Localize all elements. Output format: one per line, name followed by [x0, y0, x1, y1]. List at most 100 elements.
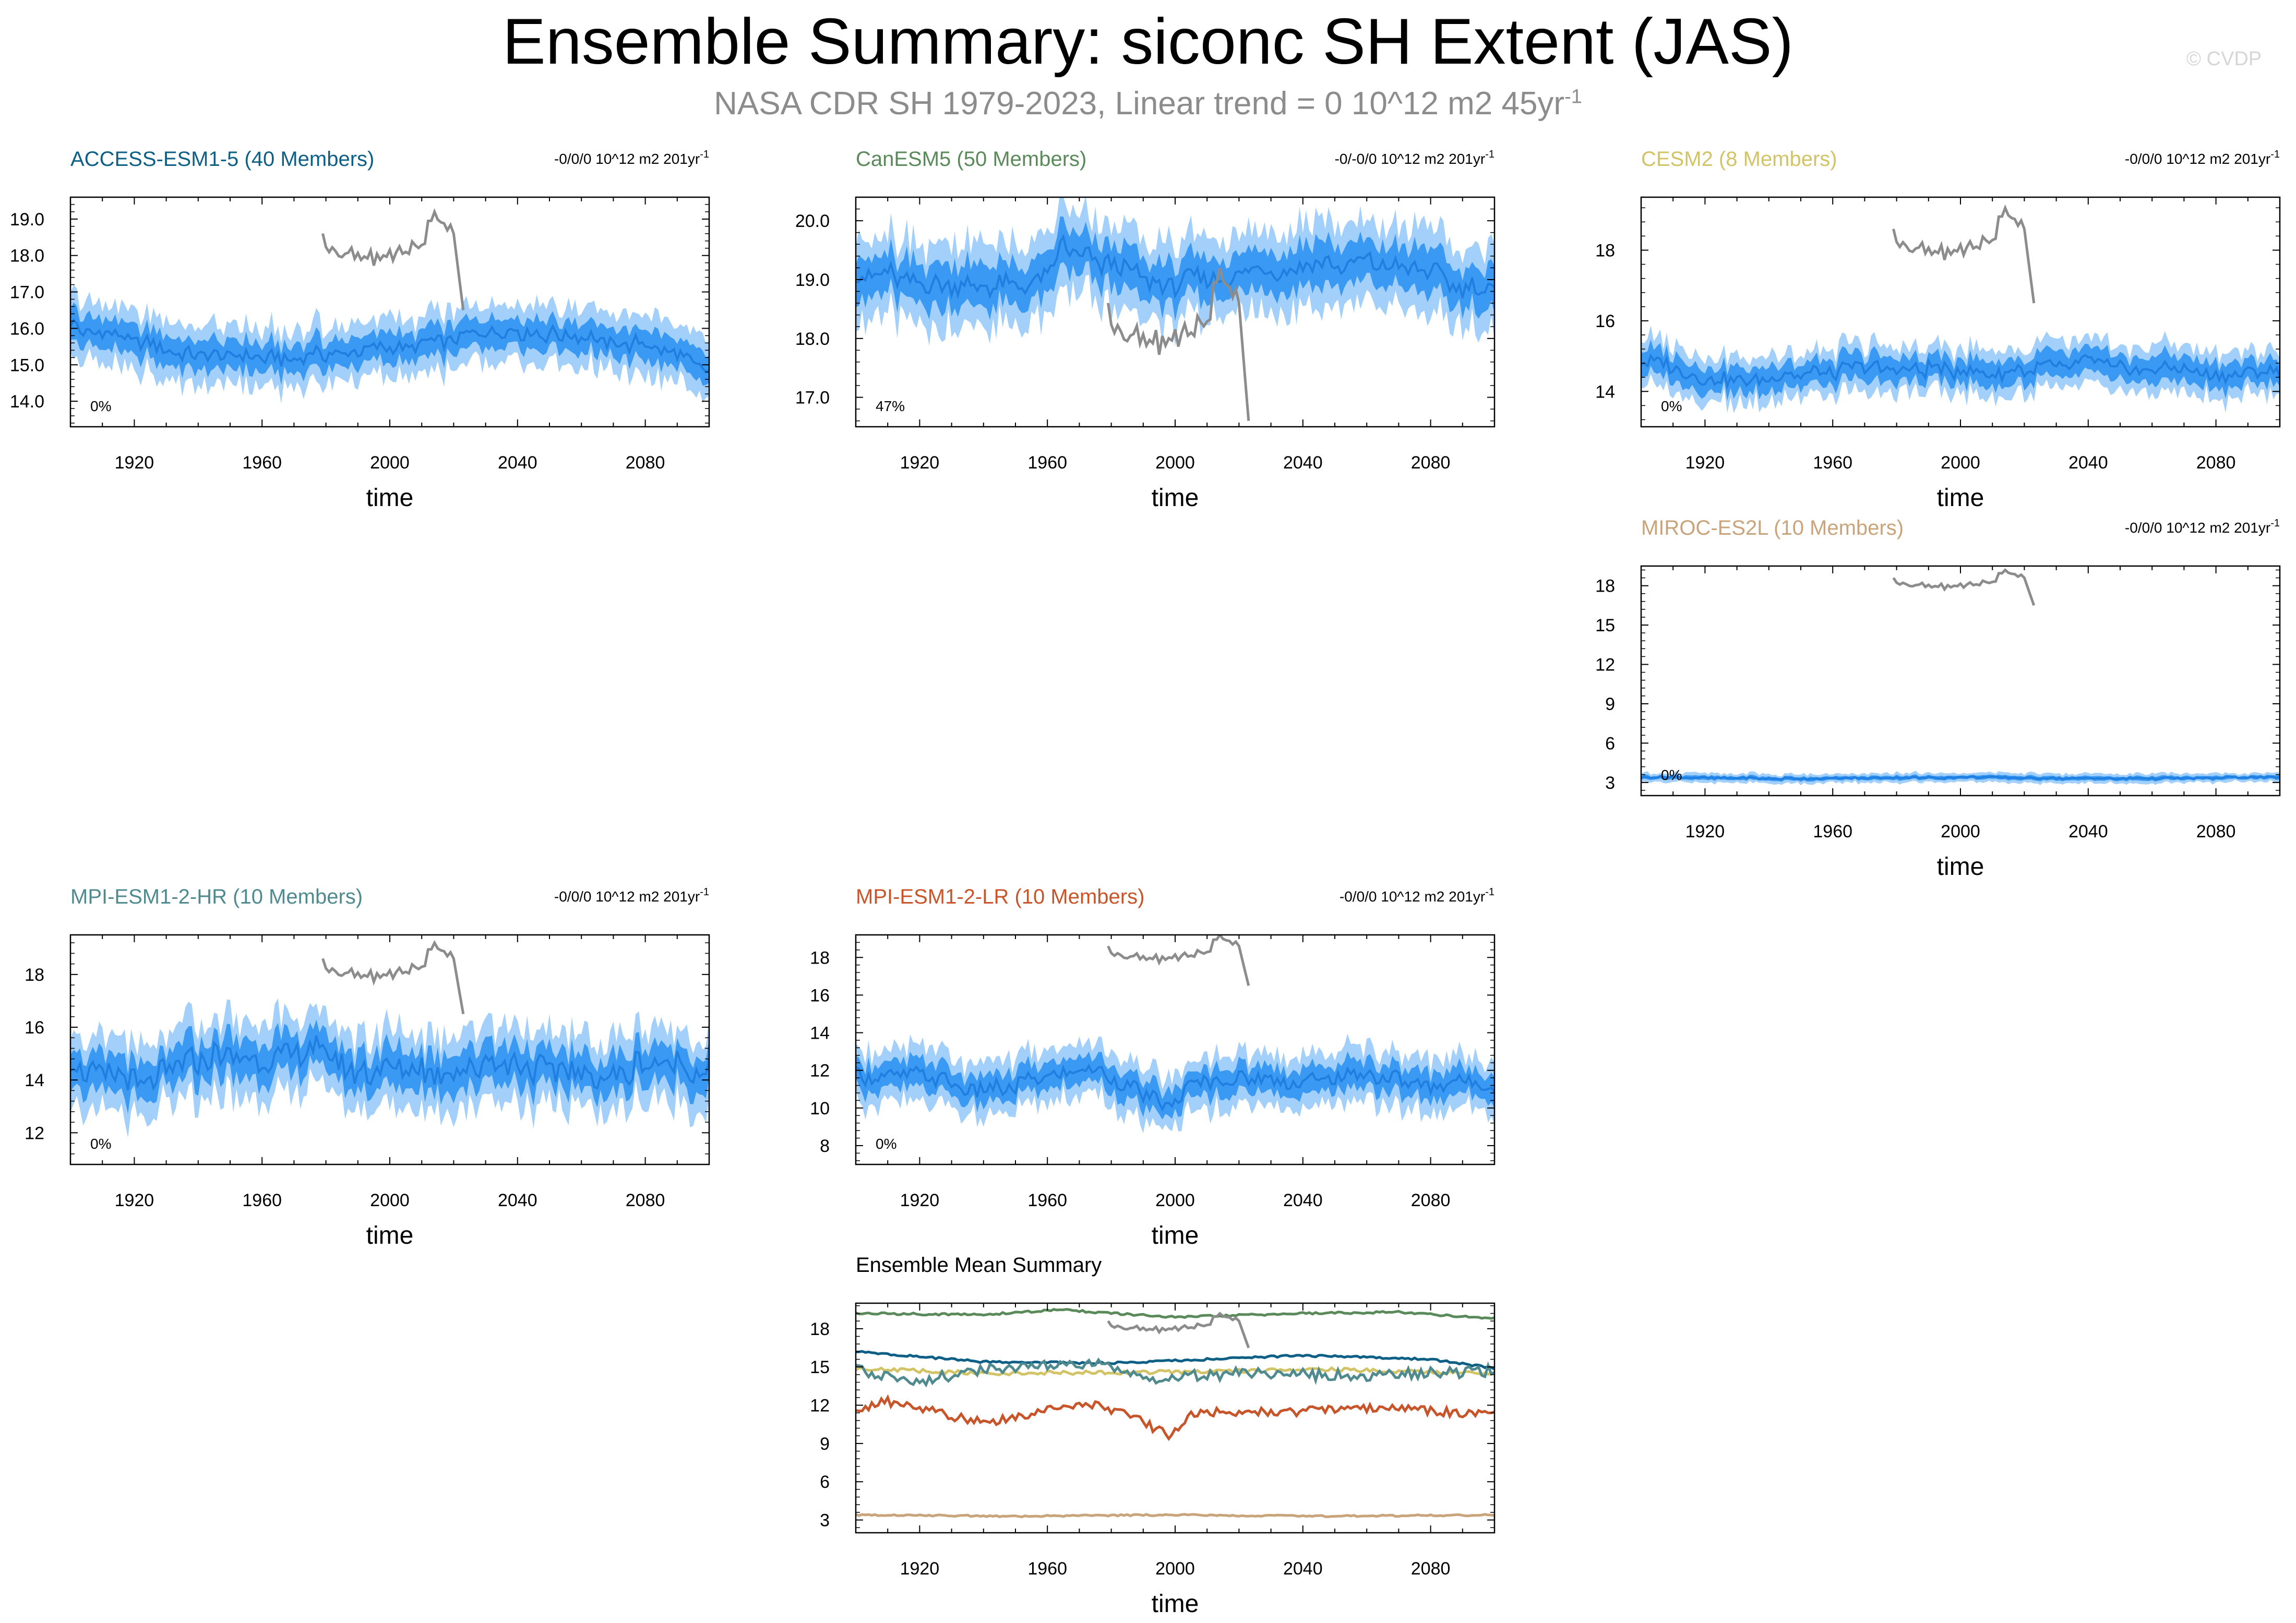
ensemble-iqr-band: [70, 302, 709, 386]
trend-label: -0/0/0 10^12 m2 201yr-1: [554, 886, 709, 905]
x-tick-label: 2000: [1941, 453, 1980, 473]
trend-label: -0/0/0 10^12 m2 201yr-1: [2125, 518, 2280, 536]
y-tick-label: 18: [810, 948, 830, 968]
percent-label: 0%: [90, 398, 111, 414]
percent-label: 0%: [90, 1136, 111, 1152]
series-cesm2: [856, 1366, 1494, 1377]
x-axis-title: time: [1152, 1590, 1199, 1618]
x-tick-label: 2040: [1283, 1191, 1323, 1210]
x-tick-label: 2080: [2196, 453, 2236, 473]
panel-title: CESM2 (8 Members): [1641, 148, 1837, 171]
panel-summary: Ensemble Mean Summary 3 6 9 12 15 18 1920 1960 20…: [810, 1254, 1496, 1618]
panel-title: MPI-ESM1-2-HR (10 Members): [70, 885, 363, 908]
x-axis-title: time: [366, 484, 414, 512]
y-tick-label: 9: [820, 1434, 830, 1454]
y-tick-label: 15: [810, 1357, 830, 1377]
x-tick-label: 1960: [242, 453, 282, 473]
y-tick-label: 16: [25, 1018, 44, 1038]
x-tick-label: 1960: [1027, 453, 1067, 473]
x-tick-label: 2000: [1155, 1191, 1195, 1210]
y-tick-label: 18: [810, 1319, 830, 1339]
series-access-esm1-5: [856, 1350, 1494, 1370]
y-tick-label: 15.0: [10, 355, 44, 375]
ensemble-mean-line: [856, 1063, 1494, 1112]
y-tick-label: 18.0: [10, 246, 44, 266]
x-tick-label: 1920: [900, 453, 940, 473]
x-axis-title: time: [366, 1222, 414, 1249]
subtitle-text: NASA CDR SH 1979-2023, Linear trend = 0 …: [714, 86, 1565, 122]
page-title: Ensemble Summary: siconc SH Extent (JAS): [503, 6, 1793, 78]
y-tick-label: 15: [1595, 616, 1615, 635]
observations-line: [1107, 1312, 1250, 1349]
x-tick-label: 2000: [1155, 453, 1195, 473]
x-tick-label: 2000: [1941, 822, 1980, 841]
panel-title: CanESM5 (50 Members): [856, 148, 1086, 171]
y-tick-label: 14: [1595, 382, 1615, 402]
x-tick-label: 2000: [370, 453, 410, 473]
x-tick-label: 1920: [115, 453, 154, 473]
series-mpi-esm1-2-hr: [856, 1357, 1494, 1388]
plot-area: [70, 208, 709, 404]
x-tick-label: 2040: [2068, 822, 2108, 841]
ensemble-range-band: [856, 1033, 1494, 1134]
x-tick-label: 2000: [370, 1191, 410, 1210]
x-tick-label: 1960: [1027, 1559, 1067, 1579]
y-tick-label: 18: [25, 965, 44, 985]
y-tick-label: 16.0: [10, 319, 44, 339]
plot-area: [1641, 568, 2280, 786]
plot-area: [856, 197, 1494, 421]
y-tick-label: 18: [1595, 241, 1615, 261]
x-tick-label: 2080: [2196, 822, 2236, 841]
x-tick-label: 1960: [242, 1191, 282, 1210]
ensemble-range-band: [856, 197, 1494, 347]
x-axis-title: time: [1937, 853, 1984, 881]
panel-canesm5: CanESM5 (50 Members) -0/-0/0 10^12 m2 201…: [795, 148, 1496, 512]
y-tick-label: 3: [820, 1511, 830, 1531]
x-tick-label: 2080: [1411, 1559, 1451, 1579]
x-tick-label: 1920: [900, 1191, 940, 1210]
panel-title: ACCESS-ESM1-5 (40 Members): [70, 148, 374, 171]
y-tick-label: 17.0: [10, 283, 44, 303]
ensemble-iqr-band: [856, 1051, 1494, 1120]
x-tick-label: 1960: [1027, 1191, 1067, 1210]
x-tick-label: 1960: [1813, 453, 1852, 473]
y-tick-label: 12: [25, 1123, 44, 1143]
trend-label: -0/0/0 10^12 m2 201yr-1: [1340, 886, 1494, 905]
ensemble-mean-line: [1641, 353, 2280, 390]
subtitle-superscript: -1: [1564, 86, 1582, 108]
x-tick-label: 2040: [2068, 453, 2108, 473]
x-tick-label: 2080: [1411, 1191, 1451, 1210]
panel-mpi-esm1-2-lr: MPI-ESM1-2-LR (10 Members) -0/0/0 10^12 m…: [810, 885, 1496, 1249]
panel-miroc-es2l: MIROC-ES2L (10 Members) -0/0/0 10^12 m2 2…: [1595, 516, 2281, 881]
panel-title: MPI-ESM1-2-LR (10 Members): [856, 885, 1144, 908]
y-tick-label: 16: [810, 985, 830, 1005]
x-tick-label: 2080: [626, 1191, 665, 1210]
observations-line: [321, 208, 465, 310]
ensemble-iqr-band: [1641, 339, 2280, 401]
y-tick-label: 6: [820, 1472, 830, 1492]
observations-line: [321, 940, 465, 1015]
y-tick-label: 12: [810, 1061, 830, 1081]
x-tick-label: 2080: [626, 453, 665, 473]
y-tick-label: 6: [1605, 734, 1615, 753]
y-tick-label: 14: [25, 1071, 44, 1090]
ensemble-mean-line: [1641, 775, 2280, 781]
plot-area: [70, 940, 709, 1138]
series-miroc-es2l: [856, 1513, 1494, 1519]
panel-title: MIROC-ES2L (10 Members): [1641, 516, 1904, 539]
y-tick-label: 12: [810, 1396, 830, 1416]
y-tick-label: 14: [810, 1024, 830, 1043]
y-tick-label: 14.0: [10, 392, 44, 412]
panel-title: Ensemble Mean Summary: [856, 1254, 1102, 1277]
y-tick-label: 8: [820, 1136, 830, 1156]
observations-line: [1892, 204, 2036, 304]
observations-line: [1107, 267, 1250, 421]
ensemble-iqr-band: [856, 216, 1494, 321]
y-tick-label: 3: [1605, 773, 1615, 793]
trend-label: -0/-0/0 10^12 m2 201yr-1: [1335, 149, 1494, 167]
y-tick-label: 16: [1595, 311, 1615, 331]
x-tick-label: 1920: [115, 1191, 154, 1210]
ensemble-mean-line: [70, 1035, 709, 1091]
y-tick-label: 18.0: [795, 329, 830, 349]
